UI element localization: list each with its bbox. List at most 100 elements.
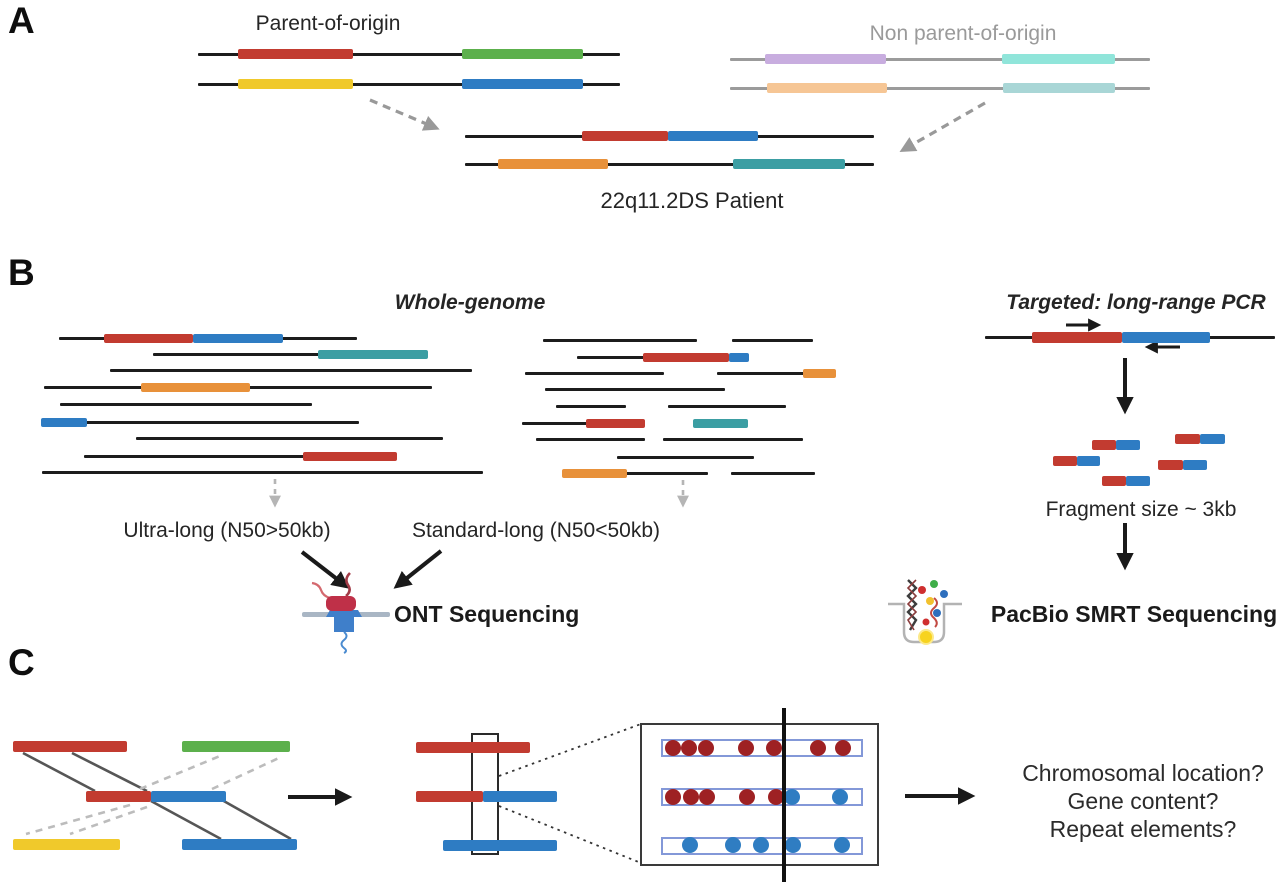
ultra-long-read-segment [41, 417, 87, 427]
signal-dot [681, 740, 697, 756]
pcr-fragment-segment [1200, 434, 1225, 444]
patient-caption: 22q11.2DS Patient [600, 188, 784, 213]
ultra-long-read-line [84, 454, 397, 458]
alignment-bar [443, 840, 557, 851]
ultra-long-read-segment [141, 382, 250, 392]
ultra-long-read-line [136, 436, 443, 440]
chromosome-line [198, 52, 620, 56]
chromosome-segment [462, 79, 583, 89]
ultra-long-read-line [60, 402, 312, 406]
signal-dot [739, 789, 755, 805]
signal-dot [725, 837, 741, 853]
signal-dot [753, 837, 769, 853]
signal-dot [682, 837, 698, 853]
pcr-fragment-segment [1126, 476, 1150, 486]
standard-long-read-segment [643, 352, 729, 362]
standard-long-read-line [522, 421, 645, 425]
nanopore-icon [302, 572, 390, 654]
alignment-bar [13, 741, 127, 752]
zoom-view-rectangle [640, 723, 879, 866]
chromosome-segment [238, 79, 353, 89]
signal-dot [768, 789, 784, 805]
pcr-fragment-segment [1158, 460, 1183, 470]
analysis-questions: Chromosomal location? Gene content? Repe… [1022, 759, 1264, 843]
ultra-long-read-line [110, 368, 472, 372]
alignment-bar [483, 791, 557, 802]
standard-long-read-line [617, 455, 754, 459]
pcr-fragment-segment [1116, 440, 1140, 450]
standard-long-read-line [536, 437, 645, 441]
panel-b-label: B [8, 252, 36, 293]
alignment-bar [416, 791, 483, 802]
standard-long-read-line [556, 404, 626, 408]
targeted-amplicon-segment [1032, 331, 1122, 343]
alignment-bar [182, 839, 297, 850]
pcr-fragment-segment [1077, 456, 1100, 466]
ultra-long-read-line [41, 420, 359, 424]
ultra-long-read-segment [104, 333, 193, 343]
chromosome-segment [733, 159, 845, 169]
question-chromosomal-location: Chromosomal location? [1022, 760, 1264, 786]
ont-sequencing-label: ONT Sequencing [394, 601, 580, 627]
standard-long-read-line [717, 371, 836, 375]
signal-dot [699, 789, 715, 805]
signal-dot [766, 740, 782, 756]
chromosome-segment [582, 131, 668, 141]
standard-long-read-line [543, 338, 697, 342]
standard-long-read-line [663, 437, 803, 441]
non-parent-of-origin-title: Non parent-of-origin [869, 22, 1057, 45]
question-repeat-elements: Repeat elements? [1049, 816, 1237, 842]
whole-genome-title: Whole-genome [394, 291, 546, 314]
targeted-amplicon-segment [1122, 331, 1210, 343]
alignment-bar [151, 791, 226, 802]
ultra-long-read-line [42, 470, 483, 474]
standard-long-label: Standard-long (N50<50kb) [411, 519, 661, 542]
targeted-pcr-title: Targeted: long-range PCR [1006, 291, 1266, 314]
signal-dot [698, 740, 714, 756]
chromosome-line [198, 82, 620, 86]
standard-long-read-segment [562, 468, 627, 478]
chromosome-segment [498, 159, 608, 169]
ultra-long-label: Ultra-long (N50>50kb) [123, 519, 331, 542]
standard-long-read-line [731, 471, 815, 475]
signal-dot [834, 837, 850, 853]
alignment-bar [86, 791, 151, 802]
pcr-fragment-segment [1053, 456, 1077, 466]
signal-dot [665, 740, 681, 756]
chromosome-segment [767, 83, 887, 93]
alignment-bar [13, 839, 120, 850]
standard-long-read-line [545, 387, 725, 391]
chromosome-line [465, 162, 874, 166]
pcr-fragment-segment [1175, 434, 1200, 444]
signal-dot [835, 740, 851, 756]
parent-of-origin-title: Parent-of-origin [255, 12, 401, 35]
ultra-long-read-segment [193, 333, 283, 343]
ultra-long-read-segment [303, 451, 397, 461]
chromosome-segment [668, 131, 758, 141]
signal-dot [785, 837, 801, 853]
chromosome-segment [1003, 83, 1115, 93]
pcr-fragment-segment [1183, 460, 1207, 470]
chromosome-line [730, 57, 1150, 61]
standard-long-read-line [668, 404, 786, 408]
panel-c-label: C [8, 642, 36, 683]
signal-dot [683, 789, 699, 805]
chromosome-line [730, 86, 1150, 90]
signal-dot [832, 789, 848, 805]
chromosome-segment [765, 54, 886, 64]
panel-a-label: A [8, 0, 36, 41]
standard-long-read-segment [586, 418, 645, 428]
signal-dot [810, 740, 826, 756]
standard-long-read-line [732, 338, 813, 342]
pcr-fragment-segment [1092, 440, 1116, 450]
alignment-bar [416, 742, 530, 753]
alignment-bar [182, 741, 290, 752]
chromosome-segment [462, 49, 583, 59]
standard-long-read-segment [693, 418, 748, 428]
read-row-outline [661, 788, 863, 806]
pcr-fragment-segment [1102, 476, 1126, 486]
standard-long-read-line [562, 471, 708, 475]
ultra-long-read-line [153, 352, 428, 356]
